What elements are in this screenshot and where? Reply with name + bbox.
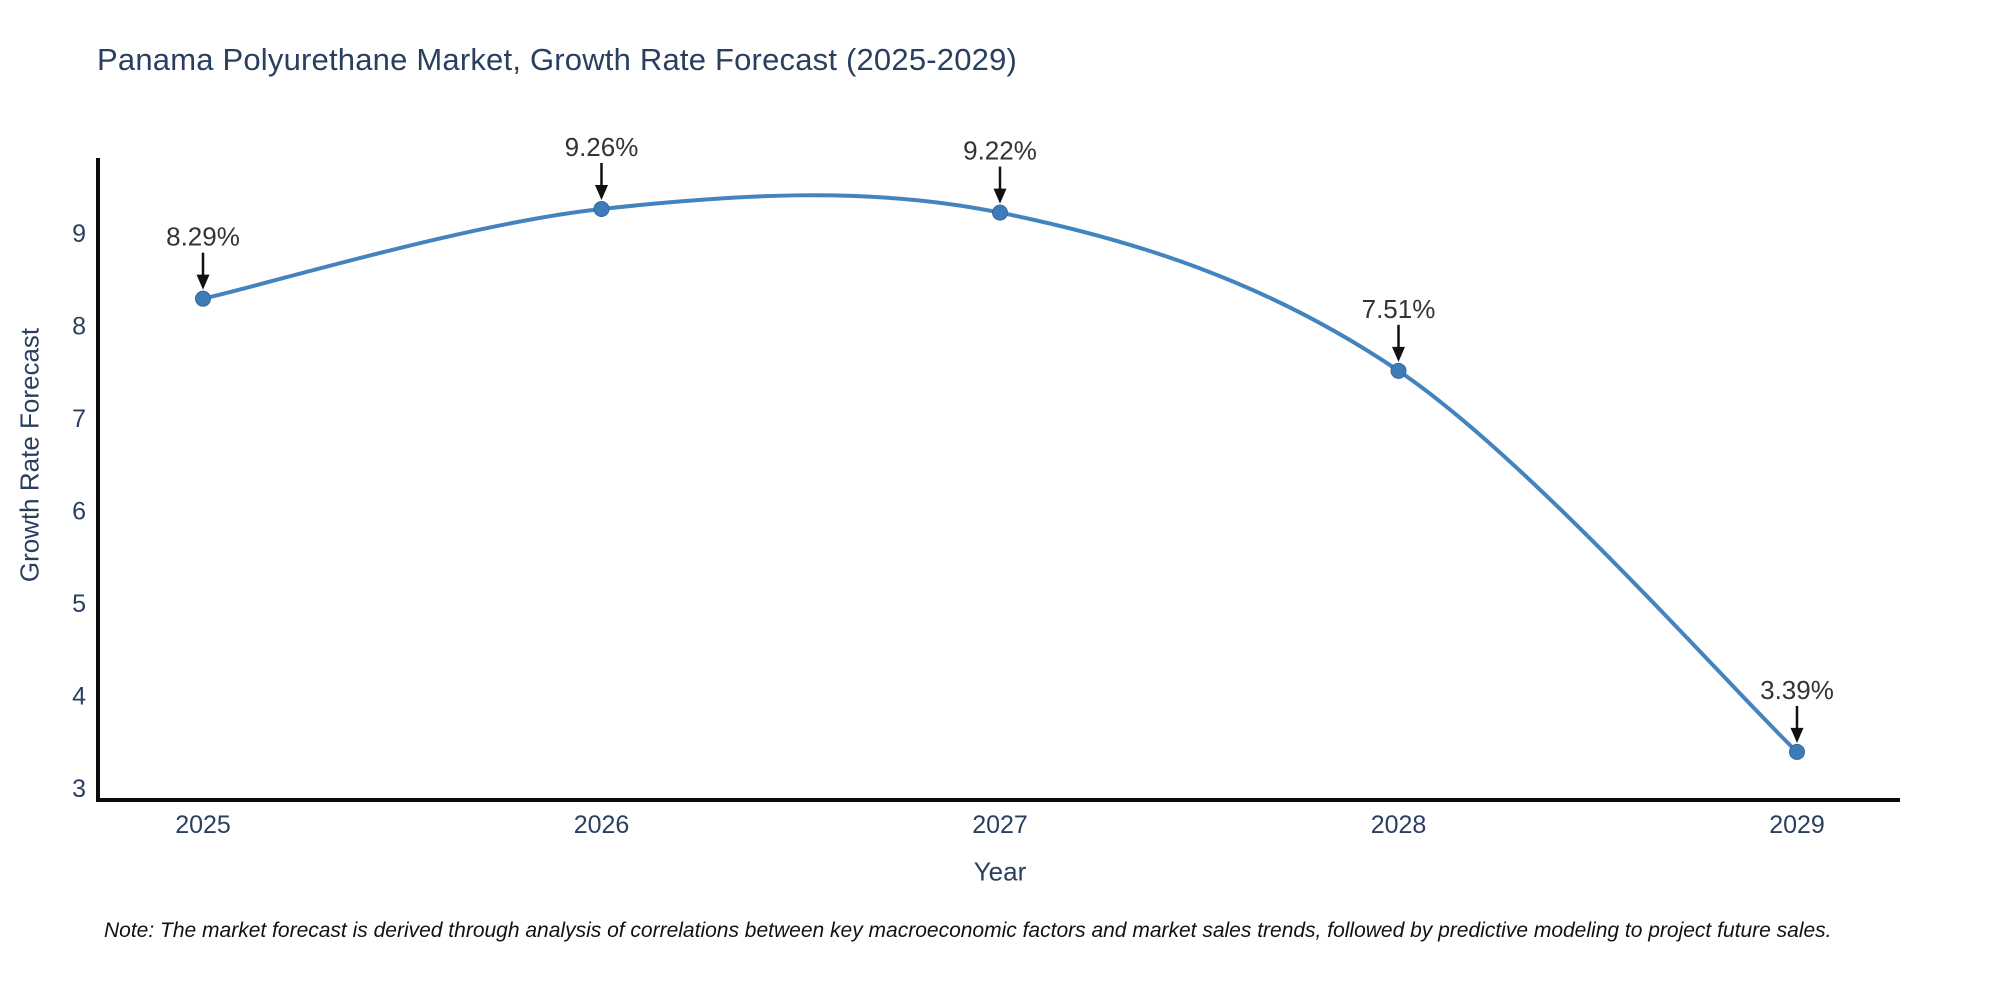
- x-axis-title: Year: [973, 856, 1027, 887]
- data-point-marker: [593, 200, 610, 217]
- annotation-label: 3.39%: [1760, 675, 1834, 705]
- data-point-marker: [992, 204, 1008, 221]
- annotation-arrowhead: [196, 274, 210, 290]
- y-tick-label: 9: [72, 220, 86, 248]
- annotation-label: 9.22%: [963, 136, 1037, 166]
- data-point-marker: [1789, 743, 1805, 760]
- y-axis-title: Growth Rate Forecast: [14, 327, 45, 583]
- y-tick-label: 6: [72, 498, 86, 526]
- footnote: Note: The market forecast is derived thr…: [104, 919, 1832, 942]
- x-tick-label: 2028: [1371, 811, 1427, 839]
- chart-title: Panama Polyurethane Market, Growth Rate …: [97, 42, 1018, 77]
- annotation-label: 7.51%: [1362, 294, 1436, 324]
- annotation-label: 9.26%: [565, 132, 639, 162]
- annotation-arrowhead: [1392, 346, 1405, 362]
- y-tick-label: 5: [72, 590, 86, 618]
- y-tick-label: 7: [72, 405, 86, 433]
- annotation-label: 8.29%: [166, 222, 240, 252]
- data-point-marker: [195, 290, 211, 307]
- x-tick-label: 2029: [1769, 811, 1825, 839]
- x-tick-label: 2025: [175, 811, 231, 839]
- data-point-marker: [1390, 362, 1407, 379]
- annotation-arrowhead: [595, 184, 608, 200]
- annotation-arrowhead: [993, 188, 1007, 204]
- annotation-arrowhead: [1790, 727, 1804, 743]
- y-tick-label: 4: [72, 683, 86, 711]
- y-tick-label: 3: [72, 775, 86, 803]
- x-tick-label: 2027: [972, 811, 1028, 839]
- forecast-spline-curve: [202, 193, 1799, 754]
- x-tick-label: 2026: [574, 811, 630, 839]
- y-tick-label: 8: [72, 313, 86, 341]
